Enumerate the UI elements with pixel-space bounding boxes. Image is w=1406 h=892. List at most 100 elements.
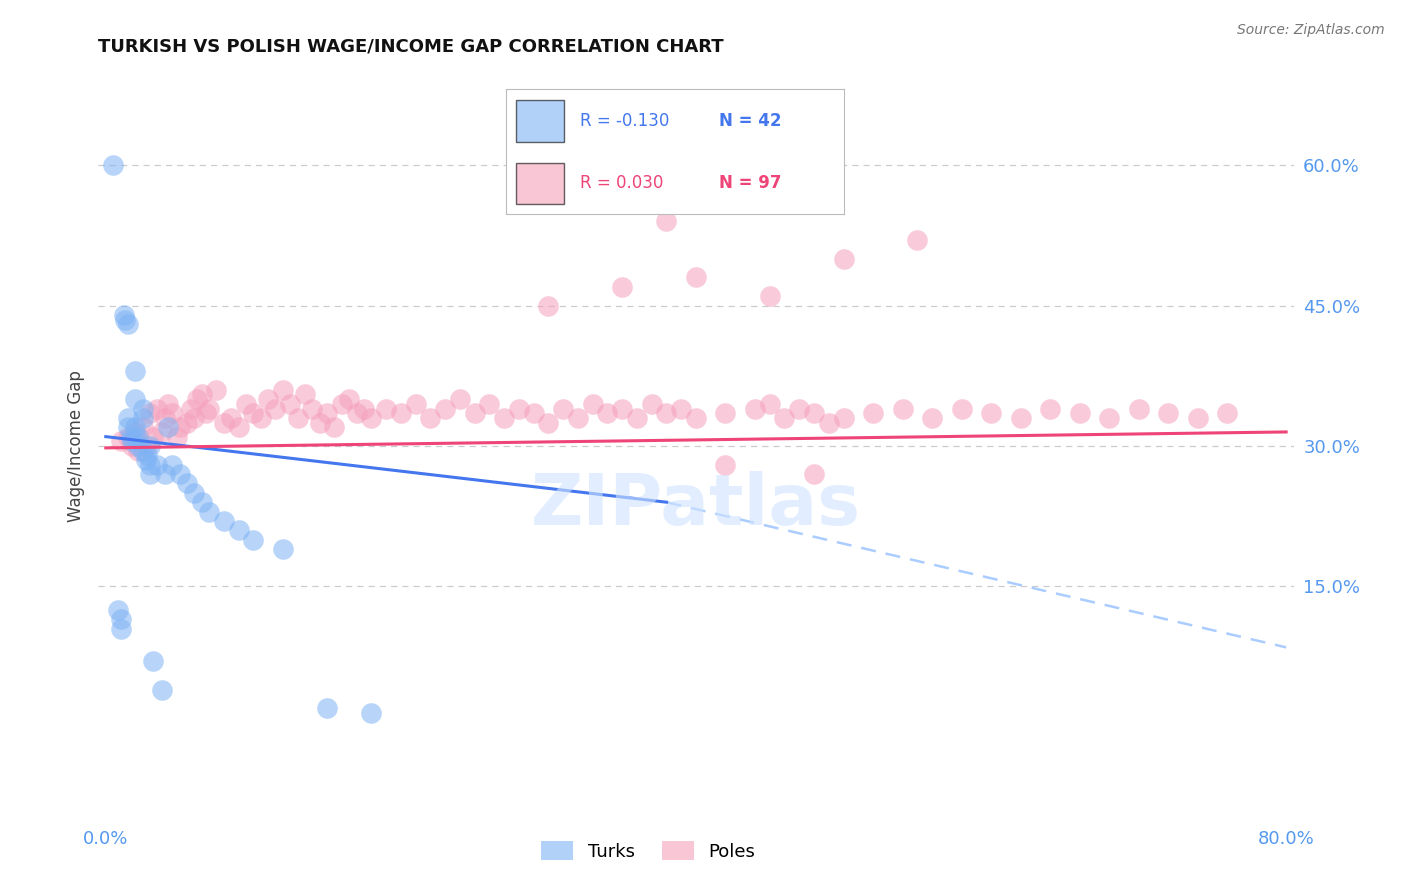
Point: [142, 430, 165, 444]
Point: [905, 233, 928, 247]
Point: [655, 214, 678, 228]
Point: [337, 392, 360, 407]
Point: [360, 706, 382, 720]
Point: [136, 449, 159, 463]
Point: [508, 401, 530, 416]
Point: [353, 401, 375, 416]
Point: [153, 410, 176, 425]
Point: [1216, 406, 1239, 420]
Point: [612, 401, 634, 416]
Point: [219, 410, 242, 425]
Point: [612, 280, 634, 294]
Y-axis label: Wage/Income Gap: Wage/Income Gap: [66, 370, 84, 522]
Point: [212, 514, 235, 528]
Point: [124, 392, 146, 407]
Point: [110, 622, 132, 636]
Point: [346, 406, 368, 420]
Point: [117, 318, 139, 332]
Point: [330, 397, 353, 411]
Point: [803, 406, 825, 420]
Point: [176, 416, 198, 430]
Legend: Turks, Poles: Turks, Poles: [533, 834, 763, 868]
Point: [242, 533, 264, 547]
Text: N = 97: N = 97: [718, 175, 782, 193]
Point: [112, 308, 135, 322]
Point: [523, 406, 546, 420]
Point: [124, 430, 146, 444]
Point: [121, 434, 143, 449]
Point: [139, 467, 162, 482]
Text: N = 42: N = 42: [718, 112, 782, 130]
Point: [464, 406, 486, 420]
Point: [389, 406, 412, 420]
Point: [228, 420, 250, 434]
Point: [714, 406, 737, 420]
Point: [1128, 401, 1150, 416]
Point: [316, 406, 339, 420]
Point: [146, 401, 169, 416]
Point: [183, 485, 205, 500]
Point: [169, 420, 191, 434]
Point: [212, 416, 235, 430]
Point: [596, 406, 619, 420]
Point: [758, 289, 780, 303]
Point: [278, 397, 301, 411]
Point: [405, 397, 427, 411]
Point: [135, 453, 157, 467]
Point: [257, 392, 280, 407]
FancyBboxPatch shape: [516, 163, 564, 204]
Point: [1157, 406, 1180, 420]
Point: [180, 401, 202, 416]
Point: [107, 603, 129, 617]
Point: [744, 401, 766, 416]
Point: [146, 458, 169, 472]
Point: [950, 401, 973, 416]
Point: [891, 401, 914, 416]
Point: [271, 542, 294, 557]
Point: [287, 410, 309, 425]
Point: [567, 410, 589, 425]
Point: [773, 410, 796, 425]
Point: [758, 397, 780, 411]
Point: [582, 397, 605, 411]
Point: [1069, 406, 1091, 420]
Point: [110, 434, 132, 449]
Point: [131, 443, 153, 458]
Point: [139, 458, 162, 472]
Point: [131, 401, 153, 416]
Point: [671, 401, 693, 416]
Point: [195, 406, 218, 420]
Point: [110, 612, 132, 626]
Point: [120, 430, 142, 444]
Point: [117, 420, 139, 434]
Point: [375, 401, 398, 416]
Point: [205, 383, 228, 397]
Point: [714, 458, 737, 472]
Point: [553, 401, 575, 416]
Text: Source: ZipAtlas.com: Source: ZipAtlas.com: [1237, 23, 1385, 37]
Point: [294, 387, 316, 401]
Point: [131, 420, 153, 434]
Point: [685, 410, 707, 425]
Point: [921, 410, 943, 425]
Point: [449, 392, 471, 407]
Point: [124, 420, 146, 434]
Point: [316, 701, 339, 715]
Point: [124, 364, 146, 378]
Point: [264, 401, 287, 416]
Point: [139, 406, 162, 420]
Point: [127, 439, 149, 453]
Point: [308, 416, 330, 430]
Point: [176, 476, 198, 491]
Point: [271, 383, 294, 397]
Point: [235, 397, 257, 411]
Point: [1187, 410, 1209, 425]
Point: [183, 410, 205, 425]
Point: [190, 495, 212, 509]
Point: [1098, 410, 1121, 425]
Text: R = -0.130: R = -0.130: [581, 112, 669, 130]
Point: [169, 467, 191, 482]
Point: [249, 410, 271, 425]
Point: [494, 410, 516, 425]
Point: [1039, 401, 1062, 416]
